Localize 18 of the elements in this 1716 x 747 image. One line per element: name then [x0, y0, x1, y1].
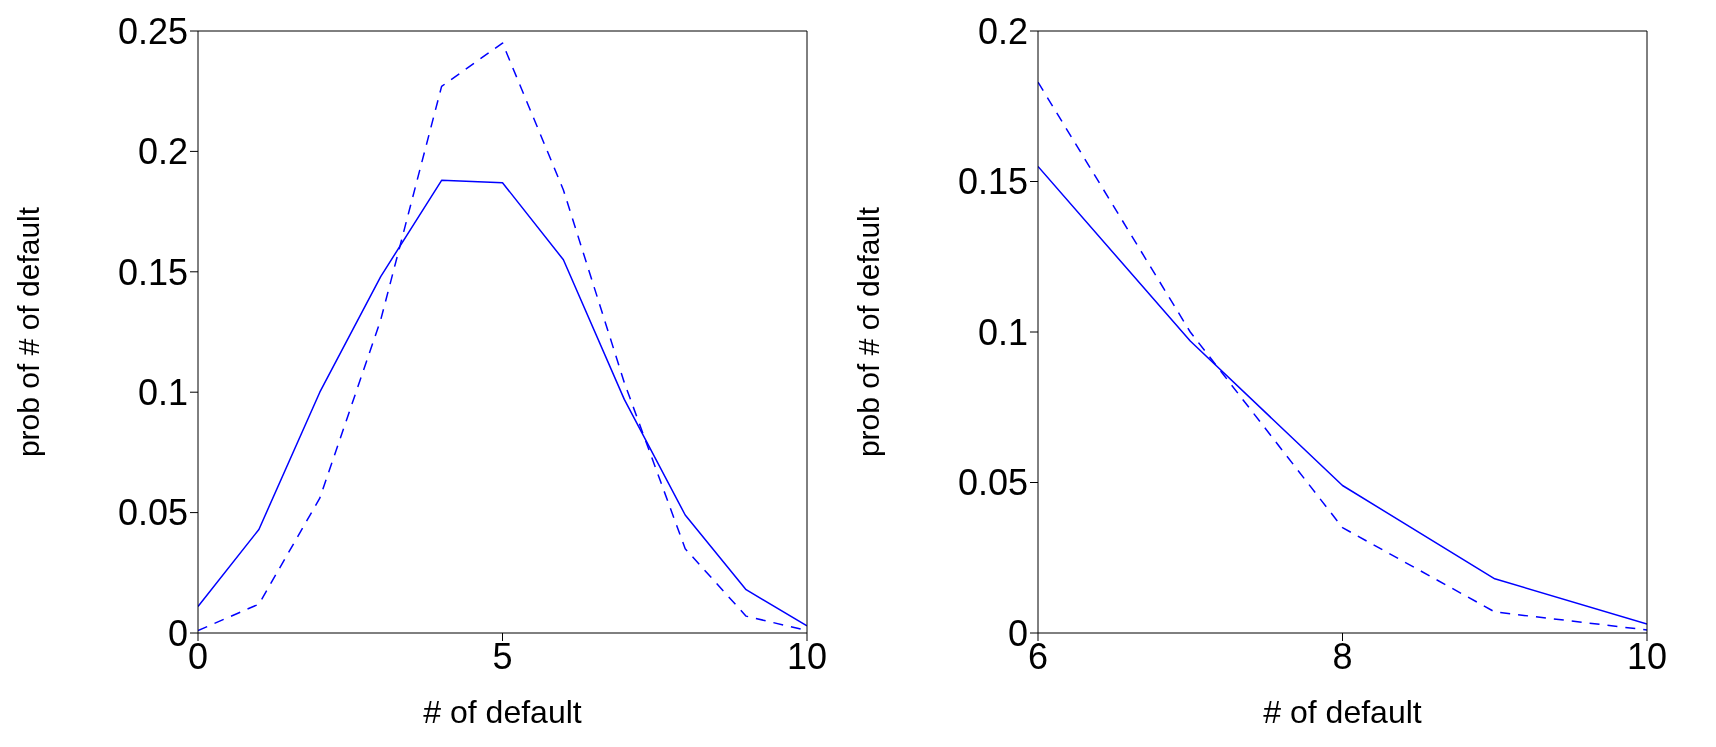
- y-tick-label: 0.1: [137, 371, 188, 413]
- y-axis-title: prob of # of default: [851, 206, 885, 458]
- y-tick-label: 0.05: [957, 462, 1028, 504]
- x-tick-label: 8: [1332, 635, 1353, 677]
- x-tick-label: 6: [1027, 635, 1049, 677]
- y-tick-label: 0.25: [117, 10, 188, 52]
- y-tick-label: 0.15: [117, 251, 188, 293]
- x-tick-label: 10: [786, 635, 828, 677]
- y-tick-label: 0.1: [977, 311, 1028, 353]
- y-tick-label: 0.2: [137, 131, 188, 173]
- x-axis-title: # of default: [1263, 694, 1422, 730]
- x-tick-label: 10: [1626, 635, 1668, 677]
- y-tick-label: 0.15: [957, 161, 1028, 203]
- x-axis-title: # of default: [423, 694, 582, 730]
- y-tick-label: 0.05: [117, 492, 188, 534]
- x-tick-label: 5: [492, 635, 513, 677]
- y-axis-title: prob of # of default: [11, 206, 45, 458]
- y-tick-label: 0.2: [977, 10, 1028, 52]
